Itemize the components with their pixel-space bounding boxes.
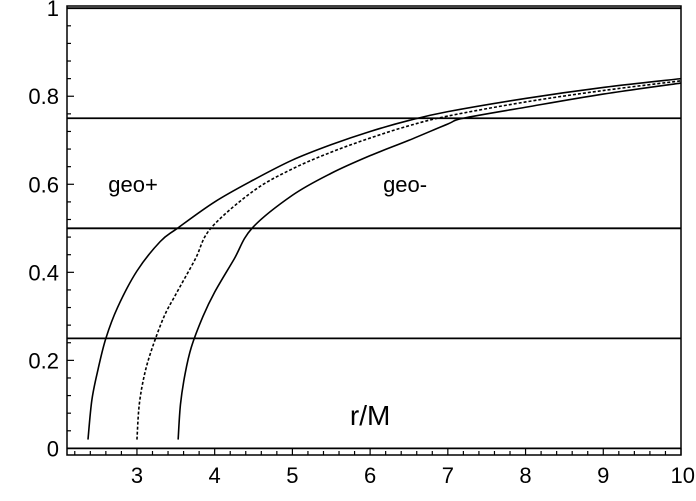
annotation-1: geo+ <box>108 172 158 197</box>
x-tick-label: 9 <box>597 463 609 488</box>
y-tick-label: 0.8 <box>28 84 59 109</box>
series-group <box>87 77 682 440</box>
y-tick-label: 1 <box>47 0 59 21</box>
annotation-3: r/M <box>350 400 390 431</box>
x-tick-label: 10 <box>671 463 695 488</box>
x-tick-label: 4 <box>209 463 221 488</box>
y-tick-label: 0 <box>47 436 59 461</box>
plot-border <box>66 5 682 456</box>
x-tick-label: 5 <box>286 463 298 488</box>
x-tick-label: 3 <box>131 463 143 488</box>
annotation-2: geo- <box>383 172 427 197</box>
y-tick-label: 0.2 <box>28 348 59 373</box>
annotations: geo+ geo-r/M <box>108 172 427 431</box>
x-tick-label: 8 <box>519 463 531 488</box>
horizontal-lines <box>67 7 681 450</box>
x-tick-label: 6 <box>364 463 376 488</box>
series-line-1 <box>87 77 682 440</box>
series-line-2 <box>136 80 682 440</box>
y-tick-label: 0.4 <box>28 260 59 285</box>
y-axis-ticks: 0 0.2 0.4 0.6 0.8 1 <box>28 0 74 461</box>
x-axis-ticks: 3 4 5 6 7 8 9 10 <box>74 448 695 488</box>
plot-frame <box>66 5 682 456</box>
series-line-3 <box>177 82 682 440</box>
y-tick-label: 0.6 <box>28 172 59 197</box>
x-tick-label: 7 <box>442 463 454 488</box>
